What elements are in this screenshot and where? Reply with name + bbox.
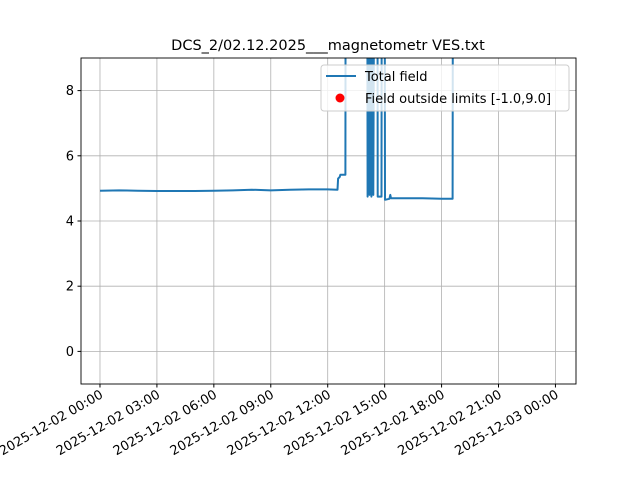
series-line-total-field bbox=[99, 58, 454, 201]
y-tick-label: 4 bbox=[66, 215, 74, 230]
legend-dot-marker bbox=[335, 93, 345, 103]
x-tick-label: 2025-12-02 12:00 bbox=[225, 387, 334, 459]
legend: Total field Field outside limits [-1.0,9… bbox=[320, 64, 570, 112]
x-tick-label: 2025-12-03 00:00 bbox=[452, 387, 561, 459]
legend-label-outside-limits: Field outside limits [-1.0,9.0] bbox=[365, 92, 551, 107]
y-tick-label: 2 bbox=[66, 280, 74, 295]
y-tick-label: 0 bbox=[66, 345, 74, 360]
series-layer bbox=[99, 58, 454, 201]
y-tick-label: 6 bbox=[66, 149, 74, 164]
x-tick-label: 2025-12-02 09:00 bbox=[168, 387, 277, 459]
y-axis: 0 2 4 6 8 bbox=[66, 84, 81, 360]
legend-box bbox=[320, 64, 570, 112]
x-tick-label: 2025-12-02 06:00 bbox=[111, 387, 220, 459]
x-tick-label: 2025-12-02 21:00 bbox=[396, 387, 505, 459]
x-tick-label: 2025-12-02 18:00 bbox=[339, 387, 448, 459]
x-tick-label: 2025-12-02 03:00 bbox=[54, 387, 163, 459]
y-tick-label: 8 bbox=[66, 84, 74, 99]
x-tick-label: 2025-12-02 15:00 bbox=[282, 387, 391, 459]
legend-label-total-field: Total field bbox=[364, 70, 428, 85]
x-tick-label: 2025-12-02 00:00 bbox=[0, 387, 106, 459]
chart-title: DCS_2/02.12.2025___magnetometr VES.txt bbox=[171, 38, 485, 54]
